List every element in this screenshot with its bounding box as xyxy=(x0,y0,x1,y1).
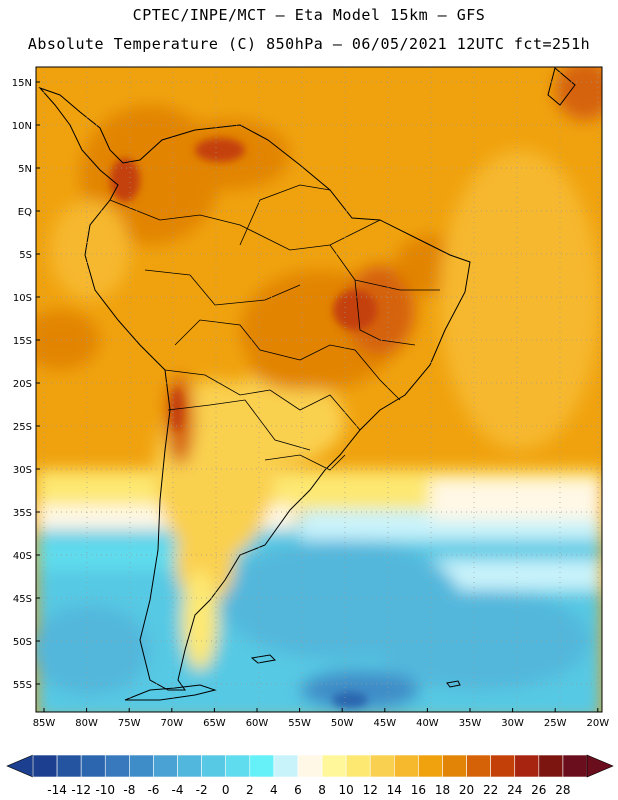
lat-label: 30S xyxy=(13,465,32,476)
colorbar-label: 20 xyxy=(459,783,474,797)
temperature-hotspots xyxy=(110,138,377,708)
colorbar-label: 10 xyxy=(338,783,353,797)
colorbar-label: -2 xyxy=(196,783,208,797)
colorbar-label: 12 xyxy=(363,783,378,797)
colorbar-label: 26 xyxy=(531,783,546,797)
lon-label: 40W xyxy=(416,718,439,729)
colorbar-arrow-right xyxy=(586,754,614,778)
lon-label: 55W xyxy=(288,718,311,729)
colorbar-swatch xyxy=(273,754,299,778)
colorbar-label: 2 xyxy=(246,783,254,797)
lat-label: 25S xyxy=(13,422,32,433)
colorbar-label: 4 xyxy=(270,783,278,797)
lon-label: 35W xyxy=(459,718,482,729)
colorbar-swatch xyxy=(369,754,395,778)
map-frame xyxy=(35,66,603,713)
lat-label: 40S xyxy=(13,551,32,562)
colorbar-label: 28 xyxy=(555,783,570,797)
colorbar-label: 24 xyxy=(507,783,522,797)
colorbar-swatch xyxy=(562,754,588,778)
country-borders xyxy=(109,184,440,471)
colorbar-swatch xyxy=(225,754,251,778)
colorbar-swatch xyxy=(394,754,419,778)
colorbar-label: 6 xyxy=(294,783,302,797)
lon-label: 65W xyxy=(203,718,226,729)
lat-label: 55S xyxy=(13,680,32,691)
lon-label: 30W xyxy=(501,718,524,729)
colorbar-swatch xyxy=(153,754,178,778)
lat-label: EQ xyxy=(18,207,32,218)
colorbar-label: 22 xyxy=(483,783,498,797)
lat-label: 5N xyxy=(18,164,32,175)
colorbar-label: -12 xyxy=(71,783,91,797)
colorbar-label: 16 xyxy=(411,783,426,797)
colorbar-arrow-left xyxy=(6,754,34,778)
latitude-labels: 15N 10N 5N EQ 5S 10S 15S 20S 25S 30S 35S 40S 45S 50S 5… xyxy=(12,78,40,691)
colorbar-label: -14 xyxy=(47,783,67,797)
colorbar-swatch xyxy=(297,754,323,778)
lat-label: 10S xyxy=(13,293,32,304)
colorbar-swatch xyxy=(466,754,491,778)
coastlines xyxy=(38,67,576,701)
lon-label: 50W xyxy=(331,718,354,729)
colorbar-swatch xyxy=(442,754,467,778)
colorbar: -14 -12 -10 -8 -6 -4 -2 0 2 4 6 8 10 12 14 16 18 20 22 24 26… xyxy=(6,754,614,797)
colorbar-swatch xyxy=(177,754,202,778)
colorbar-swatch xyxy=(321,754,347,778)
lon-label: 45W xyxy=(373,718,396,729)
colorbar-swatch xyxy=(129,754,154,778)
lon-label: 25W xyxy=(544,718,567,729)
colorbar-label: 0 xyxy=(222,783,230,797)
lat-label: 20S xyxy=(13,379,32,390)
lat-label: 50S xyxy=(13,637,32,648)
lat-label: 15N xyxy=(12,78,32,89)
colorbar-label: 8 xyxy=(318,783,326,797)
colorbar-swatch xyxy=(538,754,564,778)
colorbar-label: -10 xyxy=(95,783,115,797)
chart-title-line1: CPTEC/INPE/MCT – Eta Model 15km – GFS xyxy=(132,6,486,24)
lat-label: 5S xyxy=(19,250,32,261)
colorbar-swatch xyxy=(56,754,82,778)
colorbar-swatch xyxy=(514,754,540,778)
chart-title-line2: Absolute Temperature (C) 850hPa – 06/05/… xyxy=(27,35,591,53)
lat-label: 10N xyxy=(12,121,32,132)
colorbar-swatch xyxy=(418,754,443,778)
colorbar-label: -6 xyxy=(147,783,159,797)
colorbar-swatch xyxy=(249,754,275,778)
lat-label: 35S xyxy=(13,508,32,519)
colorbar-label: -4 xyxy=(172,783,184,797)
lon-label: 20W xyxy=(586,718,609,729)
colorbar-swatch xyxy=(104,754,130,778)
colorbar-swatch xyxy=(490,754,516,778)
longitude-labels: 85W 80W 75W 70W 65W 60W 55W 50W 45W 40W 35W 30W 25W 2… xyxy=(33,708,609,729)
colorbar-swatch xyxy=(32,754,58,778)
lon-label: 60W xyxy=(246,718,269,729)
lat-label: 15S xyxy=(13,336,32,347)
colorbar-swatch xyxy=(201,754,226,778)
colorbar-label: -8 xyxy=(123,783,135,797)
colorbar-swatch xyxy=(80,754,106,778)
lon-label: 70W xyxy=(160,718,183,729)
lon-label: 85W xyxy=(33,718,56,729)
lon-label: 75W xyxy=(118,718,141,729)
colorbar-label: 18 xyxy=(435,783,450,797)
colorbar-label: 14 xyxy=(387,783,402,797)
lat-label: 45S xyxy=(13,594,32,605)
colorbar-swatch xyxy=(345,754,371,778)
lon-label: 80W xyxy=(75,718,98,729)
